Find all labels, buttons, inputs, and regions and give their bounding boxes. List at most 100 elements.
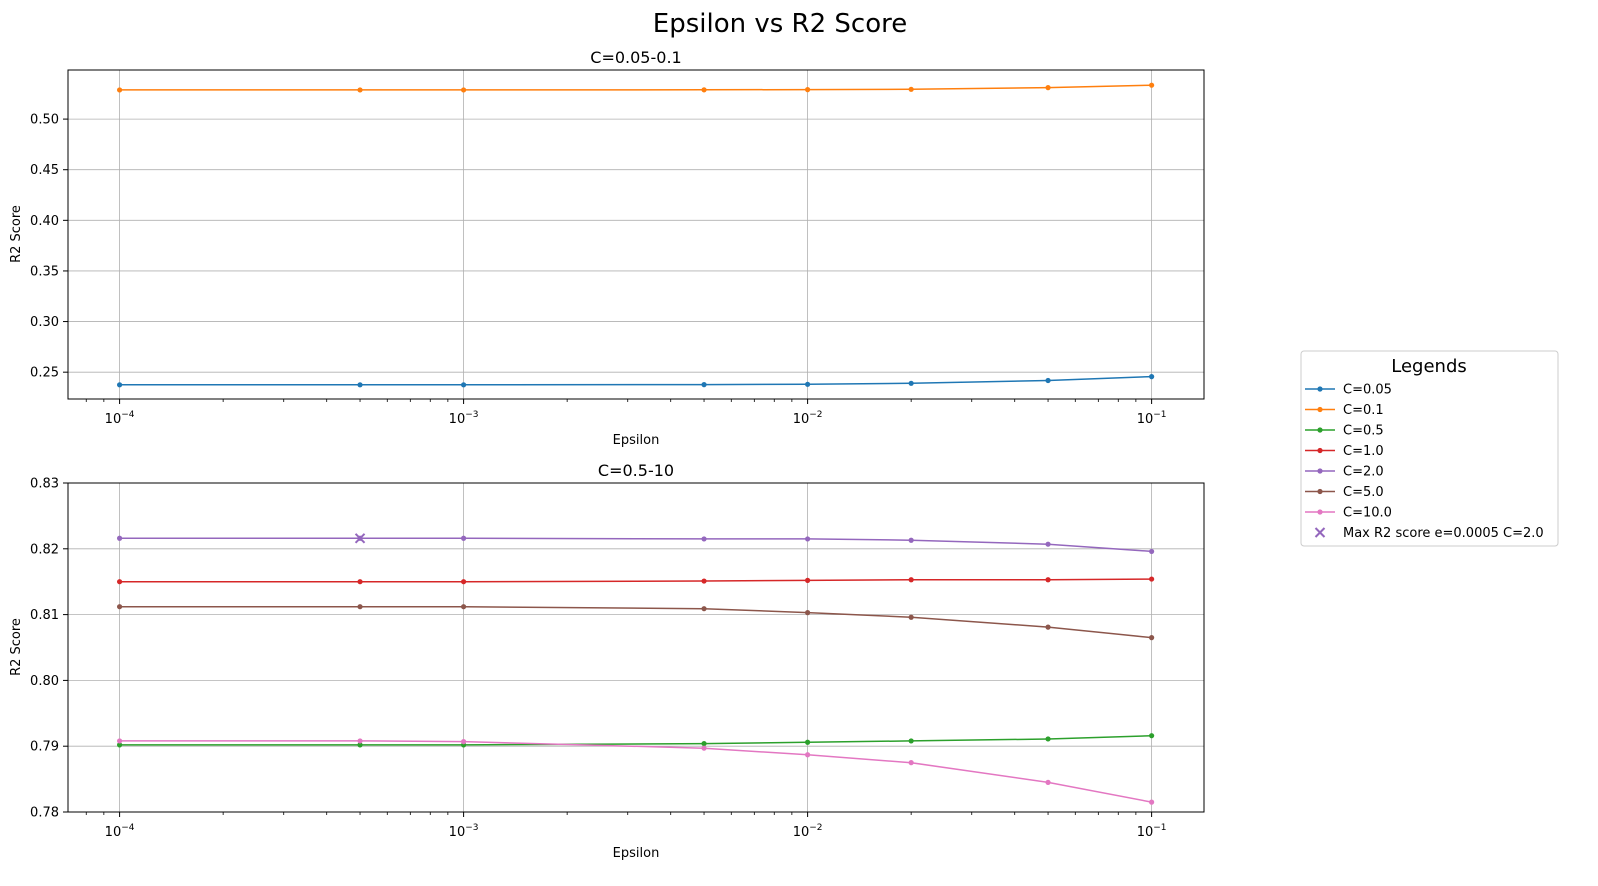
data-point-c-0-05	[116, 382, 123, 388]
data-point-c-0-1	[116, 87, 123, 93]
legend-label-c-1-0: C=1.0	[1343, 444, 1384, 459]
bottom-y-axis-label: R2 Score	[9, 618, 24, 676]
data-point-c-1-0	[1045, 577, 1051, 583]
data-point-c-0-5	[1045, 736, 1051, 742]
data-point-c-2-0	[908, 537, 914, 543]
data-point-c-1-0	[805, 577, 811, 583]
data-point-c-0-05	[1045, 377, 1051, 384]
series-line-c-0-1	[119, 84, 1152, 91]
data-point-c-0-05	[805, 381, 811, 387]
bottom-x-tick-label: 10−4	[105, 823, 135, 840]
top-x-tick-label: 10−3	[449, 410, 479, 427]
data-point-c-5-0	[1045, 624, 1051, 630]
data-point-c-0-1	[357, 87, 363, 93]
top-ticks: 10−4 10−3 10−2 10−1 0.25 0.30 0.35 0.40 0.45 0.50	[30, 113, 1166, 427]
data-point-c-2-0	[805, 536, 811, 542]
data-point-c-5-0	[805, 610, 811, 616]
data-point-c-10-0	[1149, 799, 1155, 805]
bottom-y-tick-label: 0.82	[30, 542, 59, 557]
data-point-c-10-0	[116, 738, 123, 744]
data-point-c-10-0	[701, 745, 707, 751]
series-line-c-2-0	[119, 537, 1152, 553]
data-point-c-0-05	[357, 382, 363, 388]
series-line-c-1-0	[119, 578, 1152, 583]
data-point-c-1-0	[908, 577, 914, 583]
legend-label-c-2-0: C=2.0	[1343, 465, 1384, 480]
data-point-c-0-05	[1149, 374, 1155, 380]
data-point-c-5-0	[116, 604, 123, 610]
data-point-c-0-1	[805, 87, 811, 93]
legend-swatch-marker-c-0-05	[1317, 386, 1323, 392]
data-point-c-10-0	[1045, 779, 1051, 785]
series-line-c-5-0	[119, 605, 1152, 639]
legend-swatch-marker-c-5-0	[1317, 488, 1323, 495]
data-point-c-0-05	[701, 382, 707, 388]
top-grid	[68, 70, 1204, 399]
top-y-tick-label: 0.40	[30, 214, 59, 229]
max-r2-marker	[354, 533, 366, 544]
bottom-y-tick-label: 0.83	[30, 477, 59, 492]
data-point-c-2-0	[701, 536, 707, 542]
bottom-ticks: 10−4 10−3 10−2 10−1 0.78 0.79 0.80 0.81 0.82 0.83	[30, 477, 1166, 841]
data-point-c-5-0	[357, 604, 363, 610]
bottom-x-tick-label: 10−3	[449, 823, 479, 840]
top-y-tick-label: 0.35	[30, 264, 59, 279]
data-point-c-0-05	[908, 380, 914, 386]
top-plot-frame	[67, 69, 1205, 400]
legend-box	[1300, 350, 1559, 547]
bottom-y-tick-label: 0.80	[30, 674, 59, 689]
legend-swatch-marker-c-0-1	[1317, 406, 1323, 413]
top-y-tick-label: 0.45	[30, 163, 59, 178]
bottom-x-tick-label: 10−1	[1137, 823, 1167, 840]
data-point-c-0-5	[908, 738, 914, 744]
legend-label-c-5-0: C=5.0	[1343, 485, 1384, 500]
data-point-c-0-5	[116, 742, 123, 748]
data-point-c-5-0	[908, 614, 914, 620]
data-point-c-10-0	[357, 738, 363, 744]
bottom-subplot: C=0.5-10 10−4 10−3 10−2 10−1 0.78 0.79 0.80 0.8…	[9, 461, 1205, 861]
bottom-plot-frame	[67, 482, 1205, 813]
data-point-c-0-5	[357, 742, 363, 748]
legend-swatch-marker-c-10-0	[1317, 509, 1323, 515]
bottom-x-tick-label: 10−2	[793, 823, 823, 840]
data-point-c-0-05	[460, 382, 467, 388]
data-point-c-0-1	[460, 87, 467, 93]
legend-label-max-r2-score-e-0-0005-c-2-0: Max R2 score e=0.0005 C=2.0	[1343, 526, 1544, 541]
legend-swatch-max-r2-score-e-0-0005-c-2-0	[1314, 527, 1326, 538]
legend-label-c-10-0: C=10.0	[1343, 506, 1392, 521]
bottom-series	[116, 533, 1155, 805]
series-line-c-0-05	[119, 375, 1152, 386]
bottom-x-axis-label: Epsilon	[613, 846, 660, 861]
top-series	[116, 82, 1155, 388]
data-point-c-0-1	[1045, 85, 1051, 91]
top-y-tick-label: 0.50	[30, 113, 59, 128]
legend-label-c-0-05: C=0.05	[1343, 383, 1392, 398]
legend-items: C=0.05 C=0.1 C=0.5 C=1.0 C=2.0 C=5.0 C=10.0 Max…	[1305, 383, 1544, 541]
bottom-grid	[68, 482, 1204, 813]
data-point-c-1-0	[357, 579, 363, 585]
top-x-axis-label: Epsilon	[613, 433, 660, 448]
top-y-axis-label: R2 Score	[9, 205, 24, 263]
bottom-y-tick-label: 0.78	[30, 806, 59, 821]
data-point-c-0-1	[908, 86, 914, 92]
bottom-y-tick-label: 0.81	[30, 608, 59, 623]
legend-title: Legends	[1391, 356, 1467, 377]
data-point-c-2-0	[1045, 541, 1051, 547]
data-point-c-0-5	[805, 739, 811, 745]
data-point-c-1-0	[460, 579, 467, 585]
data-point-c-5-0	[701, 606, 707, 612]
data-point-c-2-0	[1149, 548, 1155, 555]
data-point-c-0-5	[1149, 733, 1155, 739]
figure-title: Epsilon vs R2 Score	[653, 9, 907, 39]
bottom-subplot-title: C=0.5-10	[598, 461, 674, 480]
max-marker-stroke	[354, 533, 366, 544]
top-subplot: C=0.05-0.1 10−4 10−3 10−2 10−1 0.25 0.30 0.35 0…	[9, 48, 1205, 448]
legend-swatch-marker-c-1-0	[1317, 447, 1323, 454]
data-point-c-1-0	[116, 579, 123, 585]
legend-label-c-0-5: C=0.5	[1343, 424, 1384, 439]
bottom-y-tick-label: 0.79	[30, 740, 59, 755]
data-point-c-0-1	[1149, 82, 1155, 88]
data-point-c-0-1	[701, 87, 707, 93]
top-x-tick-label: 10−4	[105, 410, 135, 427]
